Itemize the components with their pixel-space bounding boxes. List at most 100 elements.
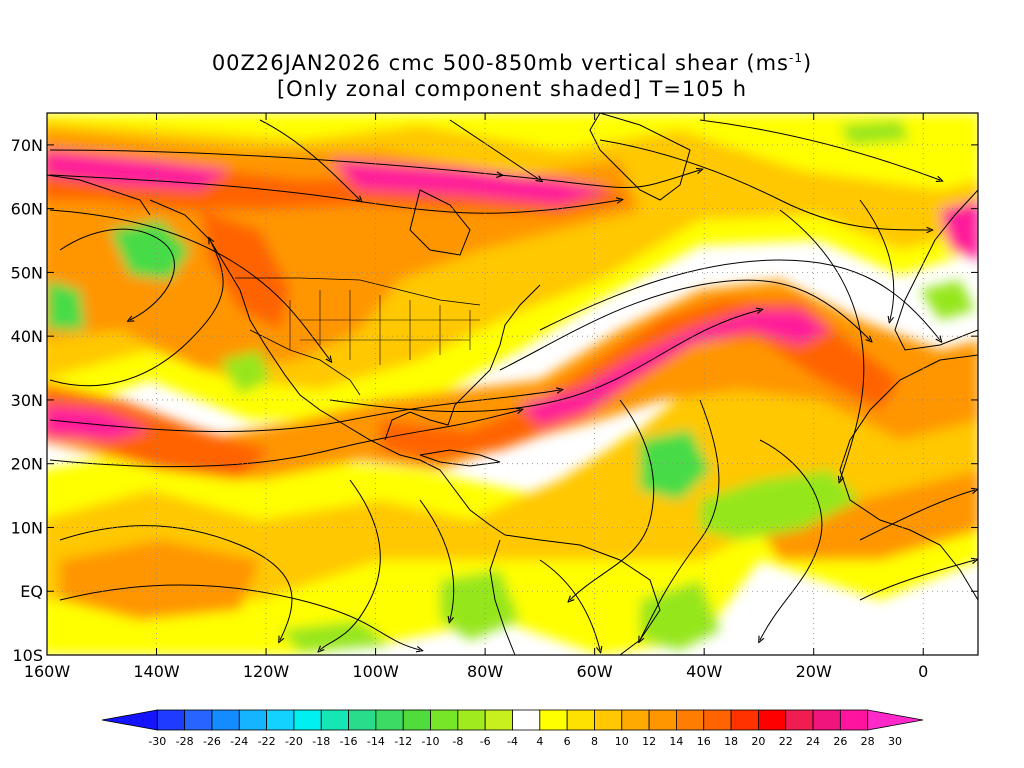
colorbar-label: -14 (367, 735, 385, 748)
lat-label: EQ (20, 582, 43, 601)
shade-magenta-jet (520, 310, 830, 425)
colorbar-label: -22 (258, 735, 276, 748)
lon-label: 120W (243, 662, 290, 681)
colorbar-label: 24 (806, 735, 820, 748)
shade-green-europe (920, 280, 975, 320)
colorbar-label: -16 (340, 735, 358, 748)
streamline (419, 499, 455, 620)
shade-gold-south (47, 360, 978, 600)
colorbar-swatch (566, 709, 595, 731)
streamline (699, 119, 940, 180)
colorbar-swatch (594, 709, 623, 731)
map-frame (46, 112, 979, 656)
streamline (59, 228, 175, 320)
lon-label: 100W (352, 662, 399, 681)
colorbar-swatch (348, 709, 377, 731)
streamline (859, 560, 975, 601)
streamline (320, 479, 381, 650)
colorbar-label: -6 (480, 735, 491, 748)
streamline (570, 399, 655, 600)
lat-label: 10N (11, 518, 43, 537)
streamline (539, 259, 940, 340)
colorbar-label: 16 (697, 735, 711, 748)
coast-alaska (47, 174, 151, 216)
us-canada-border (235, 277, 481, 306)
streamline (59, 525, 293, 640)
lon-label: 20W (796, 662, 832, 681)
colorbar-swatch (621, 709, 650, 731)
colorbar-swatch (211, 709, 240, 731)
lat-axis: 70N 60N 50N 40N 30N 20N 10N EQ 10S (11, 136, 978, 665)
shade-green-equatorial (280, 620, 390, 652)
colorbar-label: 14 (669, 735, 683, 748)
colorbar-label: -10 (422, 735, 440, 748)
streamline (329, 310, 760, 413)
colorbar-swatch (539, 709, 568, 731)
colorbar-swatch (430, 709, 459, 731)
colorbar-swatch (320, 709, 349, 731)
colorbar-swatch (484, 709, 513, 731)
streamline (779, 209, 865, 480)
colorbar-swatch (730, 709, 759, 731)
streamline (499, 279, 870, 371)
lon-label: 60W (577, 662, 613, 681)
coast-north-america-east (384, 284, 541, 441)
streamline (49, 410, 520, 468)
colorbar-swatch (402, 709, 431, 731)
streamline (49, 174, 620, 214)
coast-hudson-bay (409, 189, 471, 256)
colorbar-swatch (703, 709, 732, 731)
us-mexico-border (249, 329, 361, 396)
streamline (859, 490, 975, 541)
colorbar-label: -26 (203, 735, 221, 748)
plot-title-line1: 00Z26JAN2026 cmc 500-850mb vertical shea… (0, 52, 1024, 74)
colorbar-swatch (676, 709, 705, 731)
colorbar-swatch (293, 709, 322, 731)
colorbar-label: 30 (888, 735, 902, 748)
us-state-lines (289, 290, 480, 365)
streamline (599, 139, 930, 230)
lat-label: 60N (11, 200, 43, 219)
colorbar-label: 12 (642, 735, 656, 748)
coast-africa (839, 354, 978, 601)
shade-green-pacific (110, 220, 190, 280)
lat-label: 20N (11, 455, 43, 474)
lat-label: 40N (11, 327, 43, 346)
colorbar-label: -30 (148, 735, 166, 748)
shade-magenta-east (940, 200, 978, 260)
colorbar-label: -18 (312, 735, 330, 748)
shade-orange-africa (760, 470, 978, 560)
lon-label: 160W (24, 662, 71, 681)
streamline (49, 240, 224, 387)
shade-orange-tropical (60, 540, 260, 620)
coastlines (47, 113, 978, 655)
lon-label: 140W (133, 662, 180, 681)
lon-label: 80W (467, 662, 503, 681)
shear-shading (47, 113, 978, 655)
shading-layer (47, 113, 978, 655)
colorbar-swatch (457, 709, 486, 731)
colorbar-arrow-left (101, 709, 158, 731)
colorbar-swatch (156, 709, 186, 731)
streamline (49, 149, 700, 188)
shade-magenta-north (47, 150, 230, 190)
title-superscript: -1 (789, 51, 803, 65)
graticule (47, 113, 978, 655)
streamline (449, 119, 540, 180)
shade-green-plains (220, 350, 270, 395)
shade-red-subtropical-jet (380, 300, 900, 460)
colorbar-label: 4 (536, 735, 543, 748)
streamline (640, 399, 720, 640)
shade-green-tropical-atlantic (700, 470, 860, 540)
coast-south-america-west (489, 539, 516, 655)
colorbar-swatch (512, 709, 541, 731)
colorbar-label: 10 (615, 735, 629, 748)
colorbar-label: 20 (751, 735, 765, 748)
lat-label: 10S (12, 646, 43, 665)
streamline (259, 119, 360, 200)
lon-axis: 160W 140W 120W 100W 80W 60W 40W 20W 0 (24, 113, 928, 681)
colorbar-label: 6 (564, 735, 571, 748)
colorbar-label: 28 (861, 735, 875, 748)
coast-greenland (589, 113, 691, 201)
coast-cuba (419, 449, 501, 467)
